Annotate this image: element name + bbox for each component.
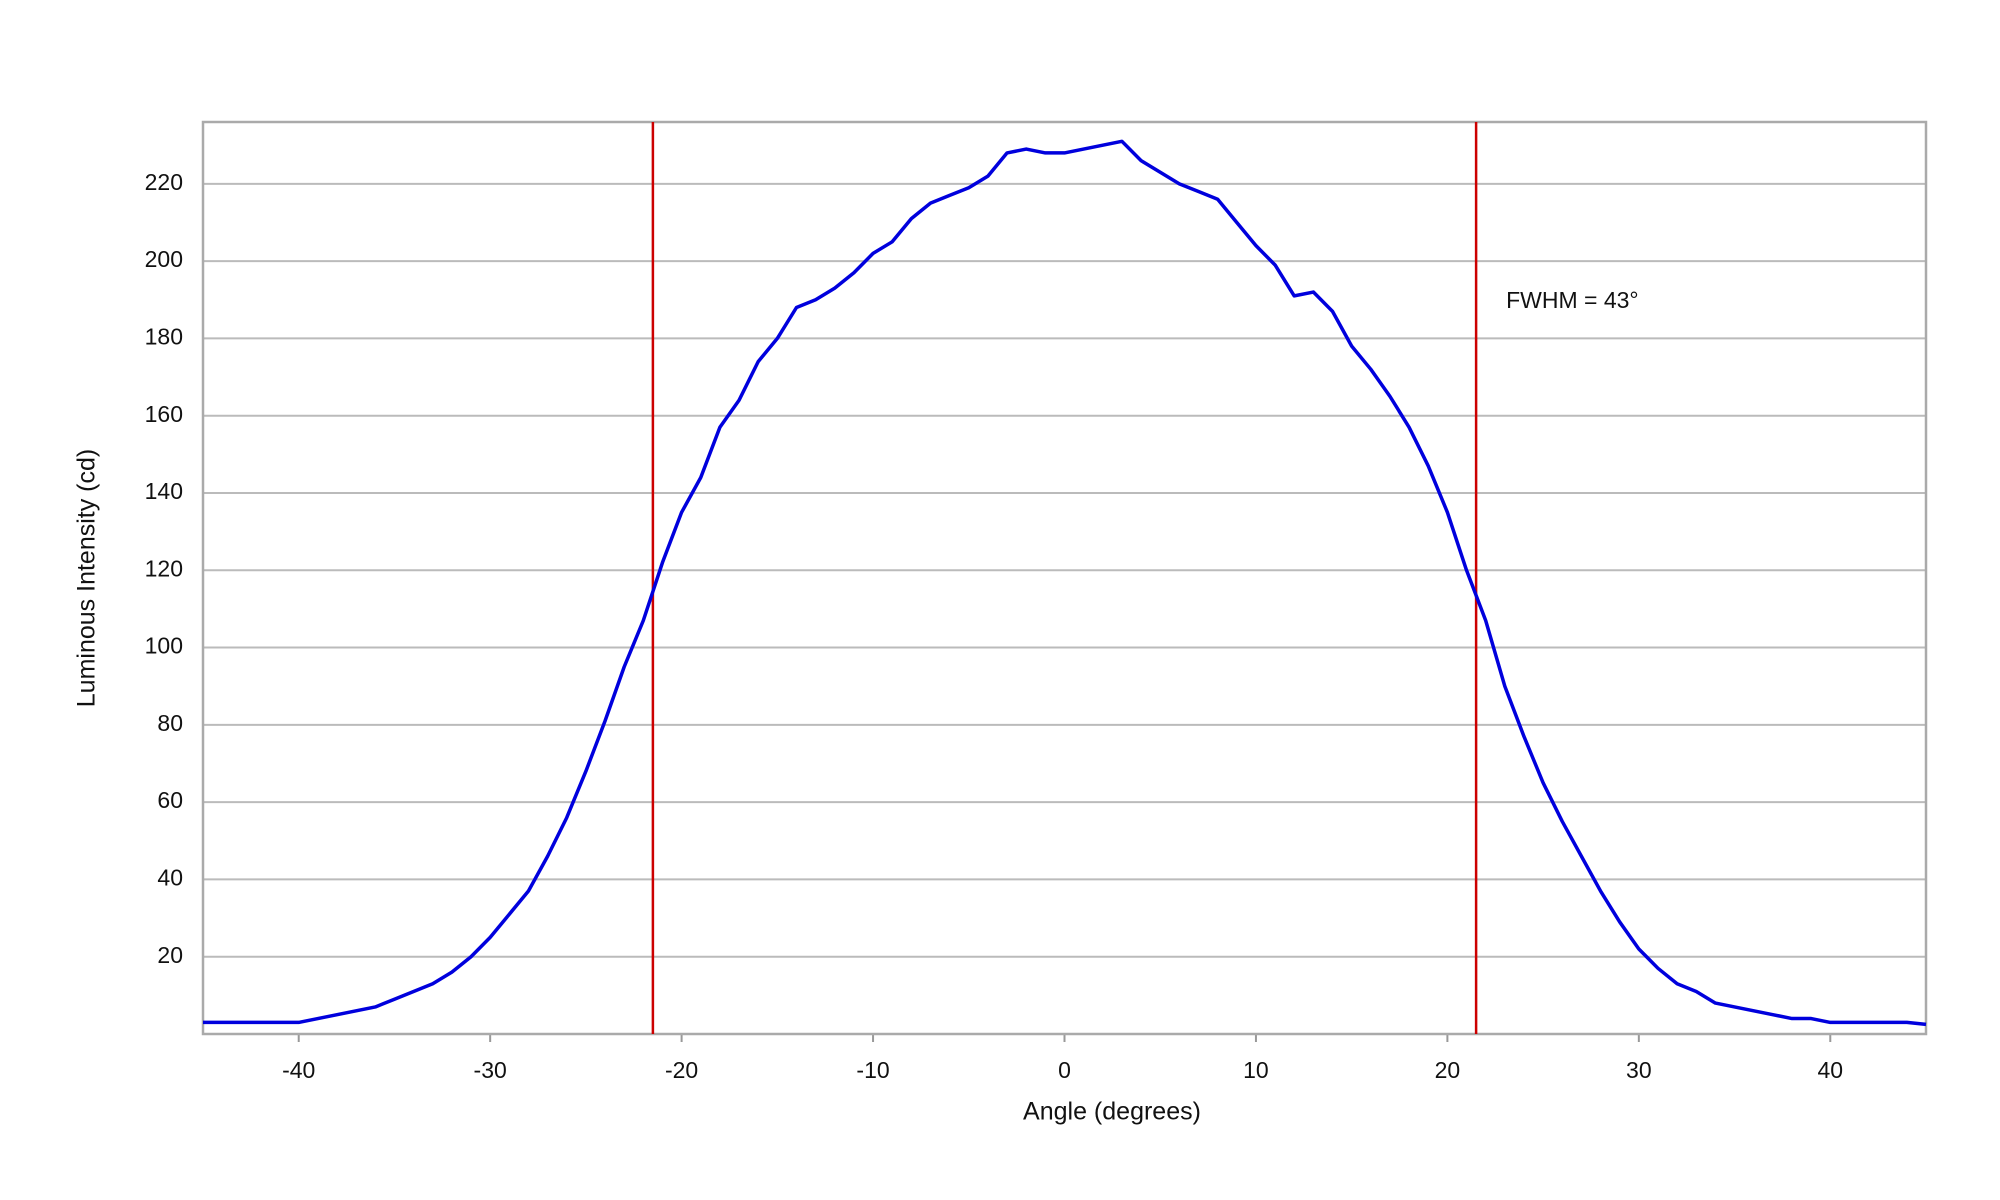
- x-tick-label: 10: [1243, 1057, 1269, 1083]
- x-tick-label: 20: [1435, 1057, 1461, 1083]
- series-line: [203, 139, 1927, 1027]
- y-tick-label: 200: [145, 246, 183, 272]
- y-tick-label: 120: [145, 555, 183, 581]
- y-tick-label: 100: [145, 633, 183, 659]
- x-tick-label: 0: [1058, 1057, 1071, 1083]
- x-axis-label: Angle (degrees): [1023, 1098, 1201, 1126]
- y-tick-label: 60: [157, 787, 183, 813]
- x-tick-label: -10: [856, 1057, 889, 1083]
- y-tick-label: 140: [145, 478, 183, 504]
- annotation: FWHM = 43°: [1506, 287, 1639, 313]
- x-tick-label: 40: [1817, 1057, 1843, 1083]
- x-tick-label: -30: [474, 1057, 507, 1083]
- y-tick-label: 220: [145, 169, 183, 195]
- y-tick-label: 40: [157, 865, 183, 891]
- x-tick-label: 30: [1626, 1057, 1652, 1083]
- y-axis-label: Luminous Intensity (cd): [73, 449, 101, 707]
- x-tick-label: -40: [282, 1057, 315, 1083]
- y-tick-label: 180: [145, 323, 183, 349]
- x-tick-label: -20: [665, 1057, 698, 1083]
- y-tick-label: 20: [157, 942, 183, 968]
- y-tick-label: 160: [145, 401, 183, 427]
- plot-frame: [201, 120, 1928, 1036]
- y-tick-label: 80: [157, 710, 183, 736]
